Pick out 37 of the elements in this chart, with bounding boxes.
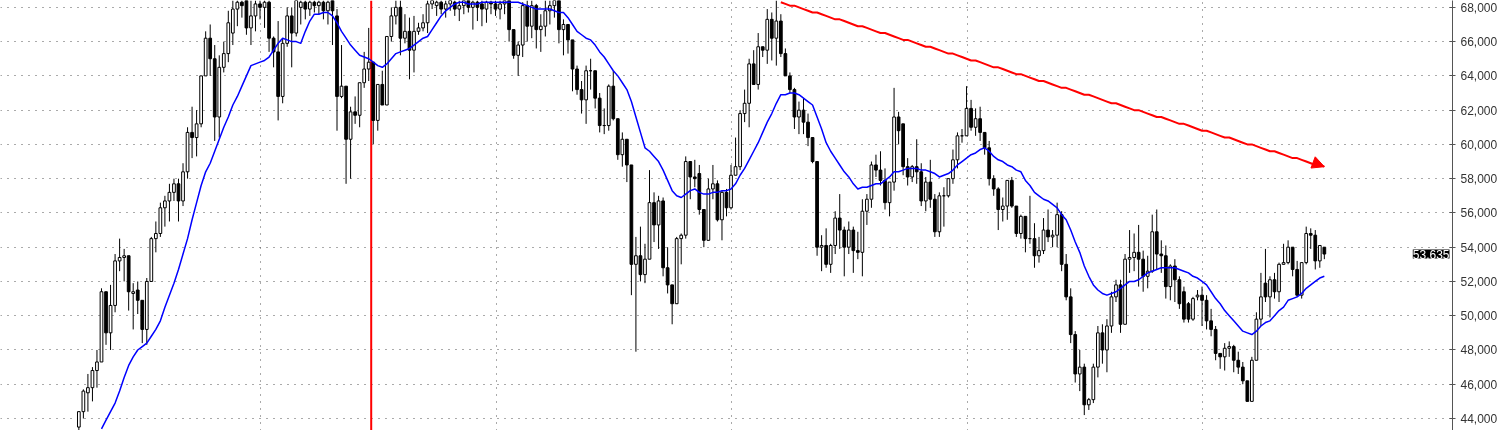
y-tick-label: 66,000 <box>1460 35 1498 50</box>
y-tick-label: 54,000 <box>1460 240 1498 255</box>
candlestick <box>769 11 774 61</box>
candlestick <box>1023 215 1028 253</box>
candlestick <box>425 0 430 34</box>
candlestick <box>529 0 534 39</box>
candlestick <box>1100 323 1105 365</box>
y-tick-label: 60,000 <box>1460 137 1498 152</box>
y-tick-label: 56,000 <box>1460 206 1498 221</box>
candlestick <box>774 0 779 67</box>
candlestick <box>321 0 326 20</box>
y-tick-label: 48,000 <box>1460 343 1498 358</box>
y-tick-label: 58,000 <box>1460 172 1498 187</box>
y-tick-label: 52,000 <box>1460 274 1498 289</box>
text: 53,635 <box>1412 247 1450 262</box>
line-series <box>100 1 1326 430</box>
candlestick <box>303 0 308 20</box>
candlestick <box>525 0 530 43</box>
candlestick <box>330 0 335 46</box>
candlestick <box>837 193 842 250</box>
y-tick-label: 64,000 <box>1460 69 1498 84</box>
y-tick-label: 44,000 <box>1460 412 1498 427</box>
candlestick <box>1136 224 1141 288</box>
candlestick <box>1154 209 1159 270</box>
candlestick <box>1231 344 1236 373</box>
candlestick <box>846 221 851 255</box>
y-tick-label: 62,000 <box>1460 103 1498 118</box>
candlestick <box>534 3 539 49</box>
candlestick <box>973 107 978 137</box>
candlestick <box>1141 250 1146 293</box>
candlestick <box>407 17 412 80</box>
candlestick <box>851 226 856 274</box>
candlestick <box>1222 342 1227 372</box>
candlestick <box>543 0 548 37</box>
y-tick-label: 50,000 <box>1460 309 1498 324</box>
y-tick-label: 68,000 <box>1460 0 1498 15</box>
y-tick-label: 46,000 <box>1460 377 1498 392</box>
